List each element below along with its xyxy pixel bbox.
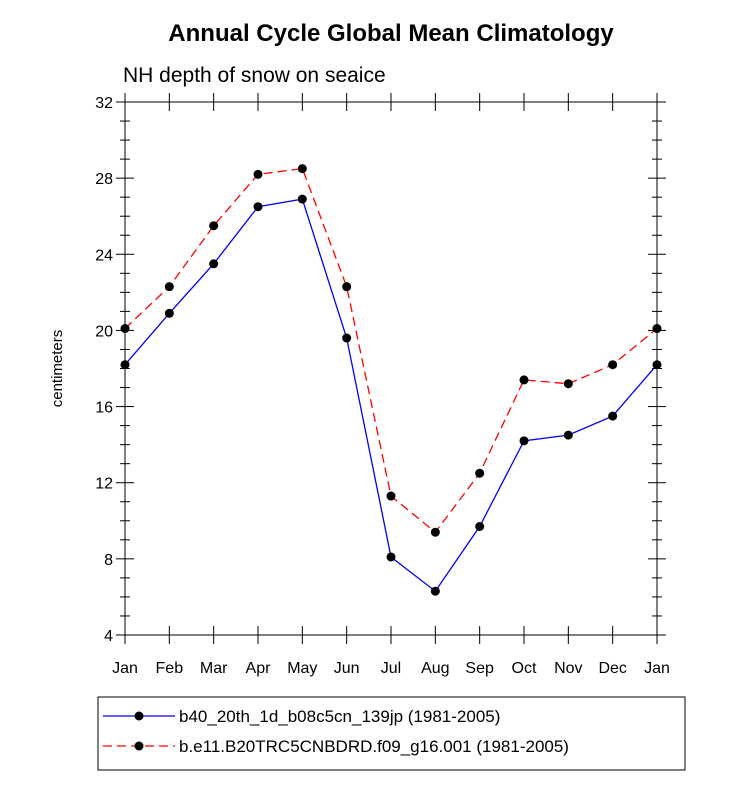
x-tick-label: Mar <box>200 660 228 677</box>
x-tick-label: Jan <box>644 660 670 677</box>
data-point <box>209 259 219 269</box>
y-tick-label: 12 <box>95 476 113 493</box>
y-tick-label: 32 <box>95 95 113 112</box>
y-axis-label: centimeters <box>49 330 66 408</box>
legend-item: b40_20th_1d_b08c5cn_139jp (1981-2005) <box>103 707 500 726</box>
chart-title: Annual Cycle Global Mean Climatology <box>168 20 614 47</box>
x-tick-label: Aug <box>421 660 449 677</box>
data-point <box>253 169 263 179</box>
data-point <box>386 552 396 562</box>
x-tick-label: Feb <box>156 660 184 677</box>
data-point <box>652 360 662 370</box>
data-point <box>253 202 263 212</box>
y-tick-labels: 4 8 12 16 20 24 28 32 <box>95 95 113 645</box>
x-tick-label: Dec <box>598 660 626 677</box>
x-tick-label: Jun <box>334 660 360 677</box>
data-point <box>297 194 307 204</box>
legend: b40_20th_1d_b08c5cn_139jp (1981-2005) b.e… <box>103 707 569 756</box>
data-point <box>164 308 174 318</box>
x-tick-label: Sep <box>465 660 494 677</box>
data-point <box>164 282 174 292</box>
y-tick-label: 16 <box>95 400 113 417</box>
tick-marks <box>116 93 666 644</box>
data-point <box>342 333 352 343</box>
series-1 <box>120 194 662 596</box>
x-tick-label: Nov <box>554 660 582 677</box>
data-point <box>519 375 529 385</box>
legend-swatch-marker <box>134 741 144 751</box>
series-line <box>124 198 658 593</box>
data-point <box>652 324 662 334</box>
x-tick-label: May <box>287 660 317 677</box>
series-layer <box>120 164 662 596</box>
legend-item: b.e11.B20TRC5CNBDRD.f09_g16.001 (1981-20… <box>103 737 569 756</box>
data-point <box>386 491 396 501</box>
x-tick-labels: Jan Feb Mar Apr May Jun Jul Aug Sep Oct Nov Dec Jan <box>112 660 670 677</box>
legend-label: b.e11.B20TRC5CNBDRD.f09_g16.001 (1981-20… <box>179 737 569 756</box>
series-line <box>124 167 658 534</box>
data-point <box>342 282 352 292</box>
data-point <box>120 324 130 334</box>
x-tick-label: Oct <box>512 660 537 677</box>
chart-subtitle: NH depth of snow on seaice <box>123 64 386 87</box>
data-point <box>475 521 485 531</box>
series-2 <box>120 164 662 537</box>
x-tick-label: Apr <box>246 660 272 677</box>
data-point <box>608 360 618 370</box>
data-point <box>297 164 307 174</box>
data-point <box>563 430 573 440</box>
legend-swatch-marker <box>134 711 144 721</box>
data-point <box>475 468 485 478</box>
data-point <box>563 379 573 389</box>
data-point <box>430 586 440 596</box>
y-tick-label: 24 <box>95 247 113 264</box>
data-point <box>120 360 130 370</box>
y-tick-label: 28 <box>95 171 113 188</box>
legend-box <box>97 696 686 771</box>
x-tick-label: Jan <box>112 660 138 677</box>
x-tick-label: Jul <box>381 660 401 677</box>
y-tick-label: 8 <box>104 552 113 569</box>
data-point <box>430 527 440 537</box>
y-tick-label: 20 <box>95 323 113 340</box>
data-point <box>209 221 219 231</box>
data-point <box>608 411 618 421</box>
y-tick-label: 4 <box>104 628 113 645</box>
legend-label: b40_20th_1d_b08c5cn_139jp (1981-2005) <box>179 707 500 726</box>
data-point <box>519 436 529 446</box>
